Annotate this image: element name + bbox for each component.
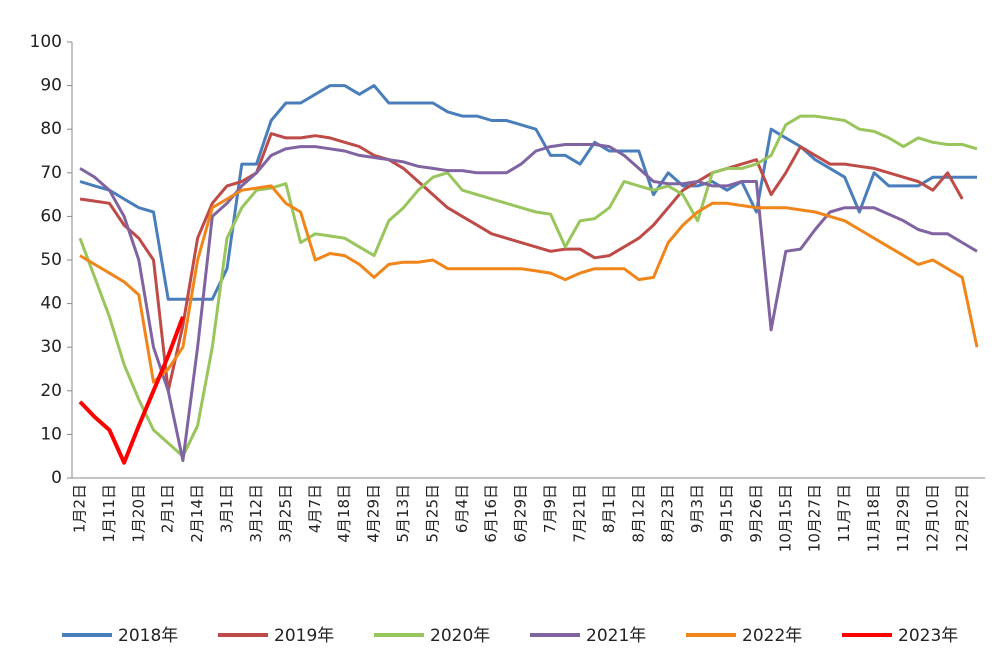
x-tick-label: 2月14日 [188, 484, 206, 543]
x-tick-label: 7月21日 [570, 484, 588, 543]
series-line [79, 84, 977, 301]
series-line [78, 315, 185, 465]
x-tick-label: 11月7日 [835, 484, 853, 543]
x-tick-label: 10月27日 [806, 484, 824, 552]
x-tick-label: 2月1日 [159, 484, 177, 533]
x-tick-label: 6月16日 [482, 484, 500, 543]
x-tick-label: 4月18日 [335, 484, 353, 543]
x-tick-label: 3月25日 [276, 484, 294, 543]
x-tick-label: 1月11日 [100, 484, 118, 543]
series-line [79, 132, 964, 393]
x-tick-label: 3月12日 [247, 484, 265, 543]
x-tick-label: 7月9日 [541, 484, 559, 533]
legend-label: 2023年 [898, 626, 958, 646]
y-tick-label: 0 [51, 468, 62, 488]
x-tick-label: 6月4日 [453, 484, 471, 533]
x-tick-label: 1月20日 [129, 484, 147, 543]
x-tick-label: 4月7日 [306, 484, 324, 533]
y-tick-label: 20 [40, 381, 62, 401]
x-tick-label: 1月2日 [71, 484, 89, 533]
x-tick-label: 8月12日 [629, 484, 647, 543]
x-tick-label: 9月26日 [747, 484, 765, 543]
x-tick-label: 12月22日 [953, 484, 971, 552]
x-tick-label: 6月29日 [512, 484, 530, 543]
x-tick-label: 10月15日 [776, 484, 794, 552]
x-tick-label: 8月1日 [600, 484, 618, 533]
x-tick-label: 11月29日 [894, 484, 912, 552]
legend-label: 2019年 [274, 626, 334, 646]
y-tick-label: 40 [40, 294, 62, 314]
y-tick-label: 60 [40, 206, 62, 226]
x-tick-label: 9月3日 [688, 484, 706, 533]
y-tick-label: 10 [40, 424, 62, 444]
x-tick-label: 5月13日 [394, 484, 412, 543]
series-line [78, 114, 978, 458]
x-tick-label: 11月18日 [865, 484, 883, 552]
x-tick-label: 9月15日 [718, 484, 736, 543]
y-tick-label: 100 [30, 32, 62, 52]
series-line [79, 184, 979, 384]
legend-label: 2022年 [742, 626, 802, 646]
series-line [79, 143, 978, 463]
x-tick-label: 5月25日 [423, 484, 441, 543]
legend-label: 2020年 [430, 626, 490, 646]
y-tick-label: 80 [40, 119, 62, 139]
y-tick-label: 30 [40, 337, 62, 357]
x-tick-label: 8月23日 [659, 484, 677, 543]
x-tick-label: 4月29日 [365, 484, 383, 543]
legend-label: 2018年 [118, 626, 178, 646]
y-tick-label: 50 [40, 250, 62, 270]
y-tick-label: 90 [40, 76, 62, 96]
legend-label: 2021年 [586, 626, 646, 646]
y-tick-label: 70 [40, 163, 62, 183]
x-tick-label: 12月10日 [923, 484, 941, 552]
x-tick-label: 3月1日 [218, 484, 236, 533]
